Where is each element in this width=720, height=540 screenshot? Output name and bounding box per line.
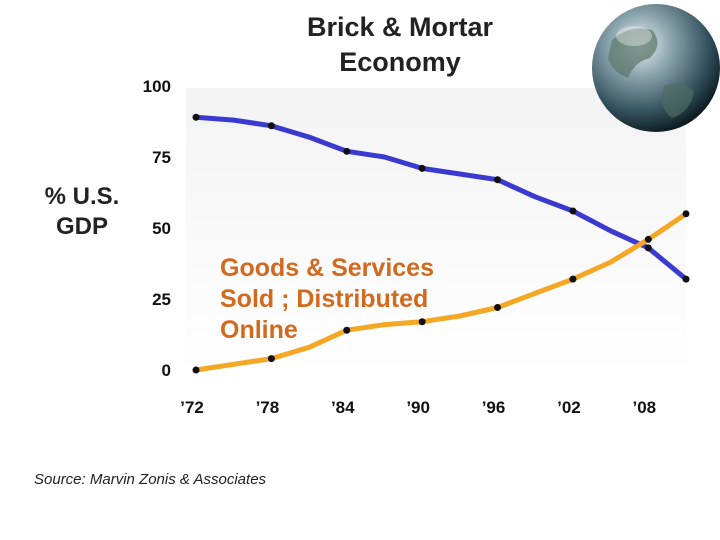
x-axis-ticks: ’72 ’78 ’84 ’90 ’96 ’02 ’08 [180, 398, 656, 417]
y-axis-ticks: 0 25 50 75 100 [143, 77, 171, 380]
series-online-label: Goods & Services Sold ; Distributed Onli… [220, 254, 434, 344]
data-point [418, 318, 426, 326]
data-point [343, 147, 351, 155]
data-point [267, 355, 275, 363]
x-tick-label: ’84 [331, 398, 355, 417]
data-point [192, 366, 200, 374]
series-online-points [192, 210, 690, 374]
data-point [644, 235, 652, 243]
y-axis-label-line-1: % U.S. [45, 183, 120, 210]
data-point [569, 207, 577, 215]
data-point [494, 176, 502, 184]
data-point [192, 113, 200, 121]
x-tick-label: ’08 [632, 398, 656, 417]
x-tick-label: ’90 [406, 398, 430, 417]
series-online-label-line-2: Sold ; Distributed [220, 285, 428, 313]
data-point [267, 122, 275, 130]
y-tick-label: 25 [152, 290, 171, 309]
y-tick-label: 100 [143, 77, 171, 96]
chart-title-line-2: Economy [339, 47, 461, 77]
series-online-label-line-1: Goods & Services [220, 254, 434, 282]
y-tick-label: 50 [152, 219, 171, 238]
y-axis-label-line-2: GDP [56, 213, 108, 240]
x-tick-label: ’02 [557, 398, 581, 417]
data-point [494, 304, 502, 312]
source-note: Source: Marvin Zonis & Associates [34, 471, 267, 488]
data-point [682, 275, 690, 283]
data-point [682, 210, 690, 218]
plot-area [186, 88, 686, 372]
y-tick-label: 0 [162, 361, 171, 380]
x-tick-label: ’72 [180, 398, 204, 417]
globe-icon [592, 4, 720, 132]
series-brick-mortar-points [192, 113, 690, 283]
x-tick-label: ’78 [256, 398, 280, 417]
series-brick-mortar-line [193, 114, 689, 282]
data-point [569, 275, 577, 283]
x-tick-label: ’96 [482, 398, 506, 417]
series-online-label-line-3: Online [220, 316, 298, 344]
y-tick-label: 75 [152, 148, 171, 167]
data-point [343, 326, 351, 334]
data-point [644, 244, 652, 252]
chart-title-line-1: Brick & Mortar [307, 12, 494, 42]
series-online-line [193, 211, 689, 373]
data-point [418, 164, 426, 172]
